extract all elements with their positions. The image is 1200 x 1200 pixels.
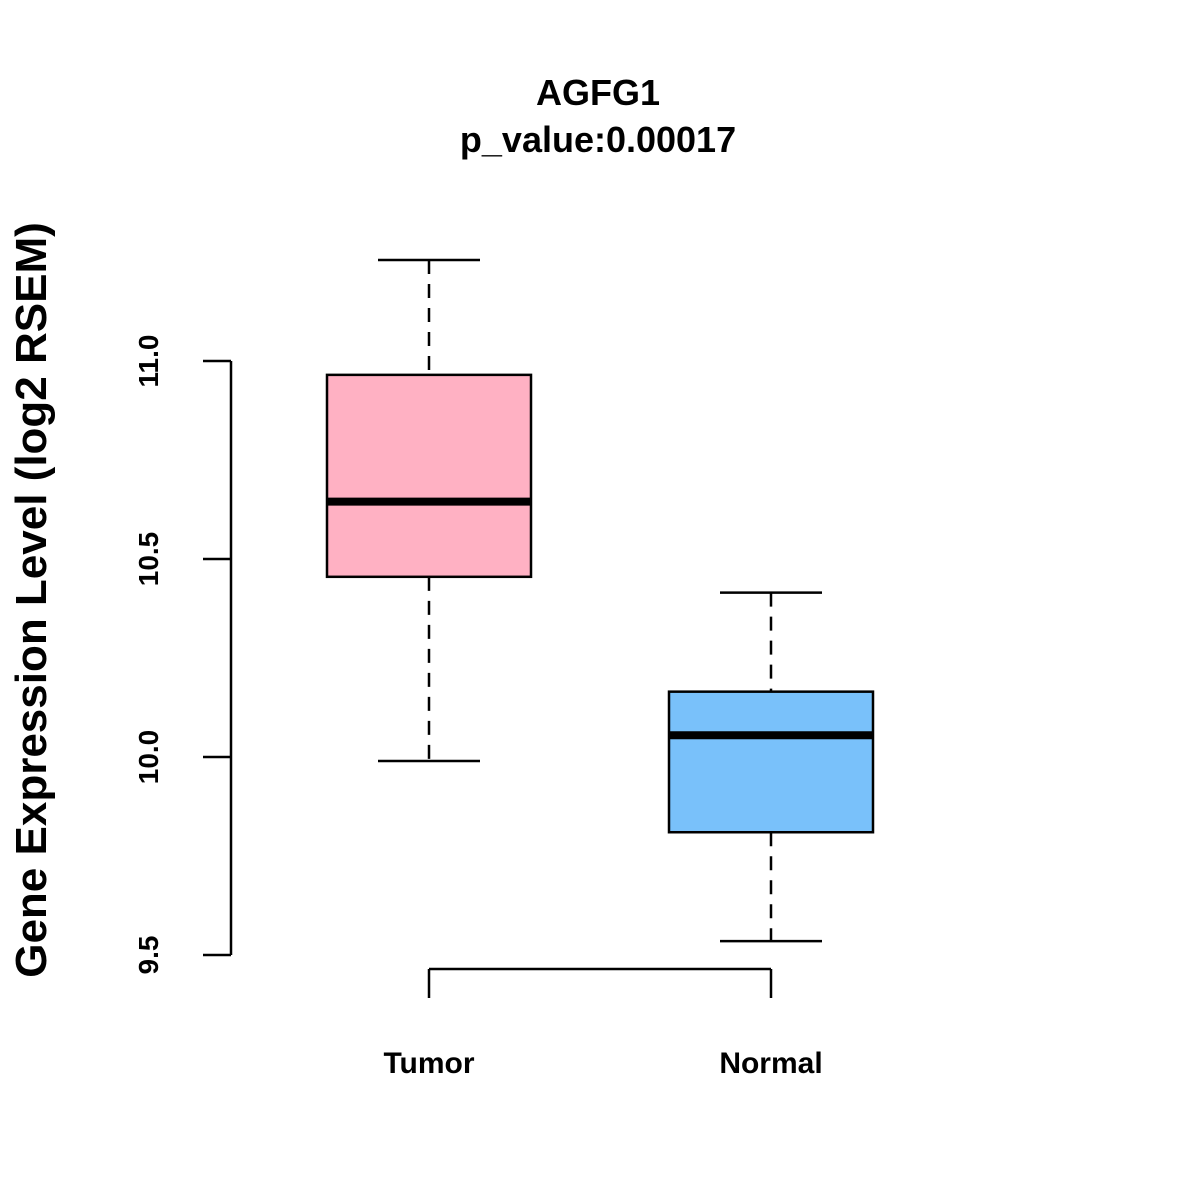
box-tumor: [325, 258, 533, 763]
boxes: [325, 258, 875, 943]
y-axis: 9.5 10.0 10.5 11.0: [133, 335, 233, 975]
y-tick-label: 11.0: [133, 335, 164, 388]
chart-title: AGFG1: [536, 72, 660, 113]
chart-subtitle: p_value:0.00017: [460, 119, 736, 160]
box-body: [325, 373, 533, 579]
x-tick-label: Normal: [719, 1047, 822, 1080]
y-axis-label: Gene Expression Level (log2 RSEM): [7, 222, 56, 978]
box-body: [667, 690, 875, 834]
x-axis: Tumor Normal: [383, 967, 823, 1080]
y-tick-label: 10.5: [133, 532, 164, 587]
y-tick-label: 10.0: [133, 730, 164, 785]
box-normal: [667, 591, 875, 943]
y-tick-label: 9.5: [133, 936, 164, 975]
x-tick-label: Tumor: [383, 1047, 474, 1080]
